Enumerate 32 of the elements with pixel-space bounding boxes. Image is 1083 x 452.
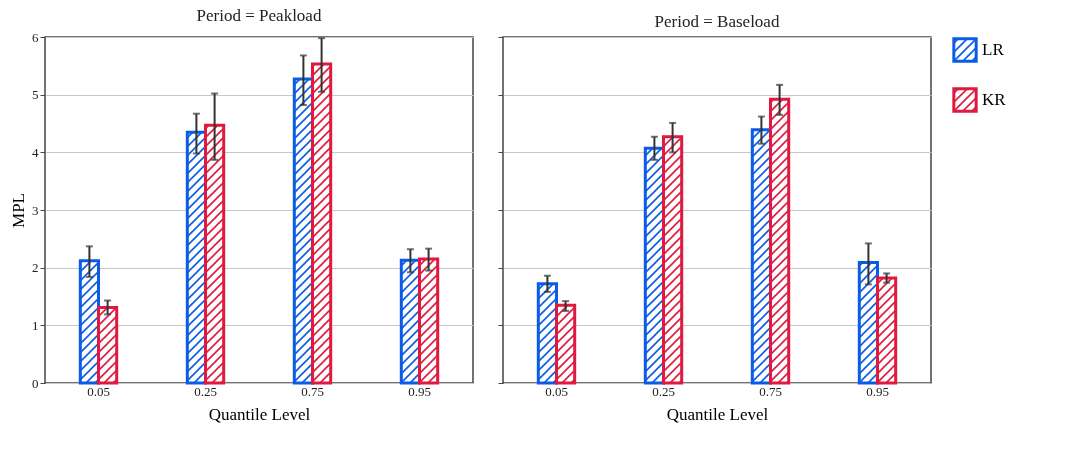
y-axis-title: MPL	[9, 193, 28, 228]
x-tick-label: 0.05	[545, 383, 568, 399]
y-tick-label: 0	[32, 375, 39, 391]
bar	[555, 303, 577, 385]
bar	[536, 282, 558, 385]
bar	[876, 276, 898, 385]
x-tick-label: 0.95	[408, 383, 431, 399]
chart-title: Period = Baseload	[654, 11, 780, 31]
bar	[418, 257, 440, 385]
x-axis-title: Quantile Level	[666, 404, 769, 424]
bar	[311, 62, 333, 385]
legend-label: KR	[982, 90, 1007, 109]
y-tick-label: 2	[32, 260, 39, 276]
x-tick-label: 0.25	[652, 383, 675, 399]
x-tick-label: 0.05	[87, 383, 110, 399]
bar	[769, 97, 791, 385]
x-tick-label: 0.25	[194, 383, 217, 399]
y-tick-label: 4	[32, 144, 39, 160]
x-tick-label: 0.75	[301, 383, 324, 399]
x-tick-label: 0.95	[866, 383, 889, 399]
y-tick-label: 3	[32, 202, 39, 218]
y-tick-label: 1	[32, 317, 39, 333]
bar	[78, 259, 100, 385]
bar	[204, 123, 226, 385]
x-axis-title: Quantile Level	[208, 404, 311, 424]
x-tick-label: 0.75	[759, 383, 782, 399]
chart-title: Period = Peakload	[196, 6, 322, 25]
legend-label: LR	[982, 40, 1005, 59]
y-tick-label: 6	[32, 29, 39, 45]
bar	[97, 305, 119, 385]
bar	[662, 135, 684, 385]
y-tick-label: 5	[32, 87, 39, 103]
